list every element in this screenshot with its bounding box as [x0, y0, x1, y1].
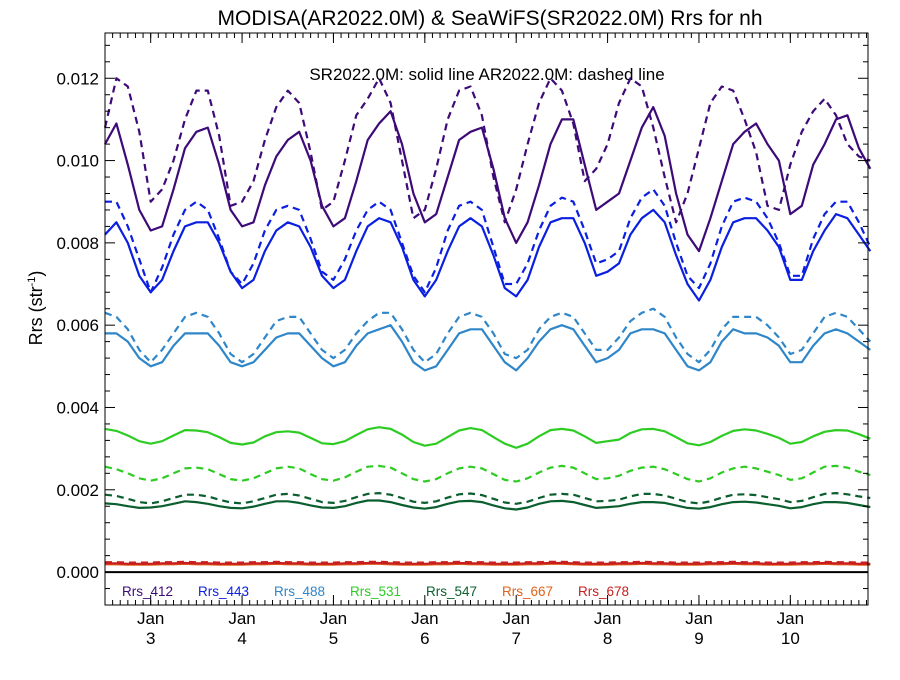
- series-line-rrs-443-solid: [104, 208, 872, 302]
- legend-item-rrs-667: Rrs_667: [502, 584, 553, 599]
- x-tick-label-year: 3: [146, 629, 155, 648]
- x-tick-label-month: Jan: [228, 609, 255, 628]
- series-line-rrs-412-dashed: [103, 77, 871, 224]
- y-tick-label: 0.004: [56, 398, 99, 417]
- legend-item-rrs-531: Rrs_531: [350, 584, 401, 599]
- x-tick-label-month: Jan: [777, 609, 804, 628]
- x-tick-label-month: Jan: [411, 609, 438, 628]
- y-axis-label: Rrs (str-1): [26, 271, 46, 346]
- legend-item-rrs-547: Rrs_547: [426, 584, 477, 599]
- y-tick-label: 0.008: [56, 234, 99, 253]
- line-style-annotation: SR2022.0M: solid line AR2022.0M: dashed …: [309, 65, 664, 84]
- x-tick-label-year: 10: [781, 629, 800, 648]
- x-tick-label-year: 9: [694, 629, 703, 648]
- y-tick-label: 0.006: [56, 316, 99, 335]
- series-line-rrs-488-solid: [105, 324, 871, 372]
- x-tick-label-year: 7: [511, 629, 520, 648]
- series-line-rrs-547-dashed: [104, 492, 871, 505]
- chart-title: MODISA(AR2022.0M) & SeaWiFS(SR2022.0M) R…: [218, 7, 763, 30]
- y-axis-label-end: ): [26, 271, 46, 277]
- x-tick-label-month: Jan: [502, 609, 529, 628]
- legend-item-rrs-443: Rrs_443: [198, 584, 249, 599]
- y-tick-label: 0.010: [56, 152, 99, 171]
- series-line-rrs-412-solid: [104, 105, 872, 253]
- series-layer: [103, 77, 872, 566]
- y-tick-label: 0.012: [56, 69, 99, 88]
- legend-item-rrs-412: Rrs_412: [122, 584, 173, 599]
- x-tick-label-month: Jan: [685, 609, 712, 628]
- x-tick-label-year: 5: [329, 629, 338, 648]
- series-line-rrs-678-dashed: [105, 560, 871, 564]
- legend-item-rrs-488: Rrs_488: [274, 584, 325, 599]
- x-tick-label-year: 4: [237, 629, 246, 648]
- y-tick-label: 0.000: [56, 563, 99, 582]
- y-axis-label-superscript: -1: [26, 277, 38, 287]
- series-line-rrs-443-dashed: [105, 188, 872, 294]
- series-line-rrs-488-dashed: [104, 307, 872, 364]
- x-tick-label-month: Jan: [137, 609, 164, 628]
- x-tick-label-month: Jan: [594, 609, 621, 628]
- axis-layer: 0.0000.0020.0040.0060.0080.0100.012Jan3J…: [56, 32, 869, 648]
- x-tick-label-year: 6: [420, 629, 429, 648]
- series-line-rrs-531-dashed: [104, 464, 871, 483]
- series-line-rrs-531-solid: [104, 426, 871, 449]
- series-line-rrs-678-solid: [105, 561, 871, 565]
- plot-frame: [104, 32, 869, 606]
- legend: Rrs_412 Rrs_443 Rrs_488 Rrs_531 Rrs_547 Rrs_6…: [122, 584, 629, 599]
- y-axis-label-main: Rrs (str: [26, 286, 46, 345]
- x-tick-label-year: 8: [603, 629, 612, 648]
- legend-item-rrs-678: Rrs_678: [578, 584, 629, 599]
- x-tick-label-month: Jan: [320, 609, 347, 628]
- y-tick-label: 0.002: [56, 481, 99, 500]
- series-line-rrs-547-solid: [104, 499, 871, 511]
